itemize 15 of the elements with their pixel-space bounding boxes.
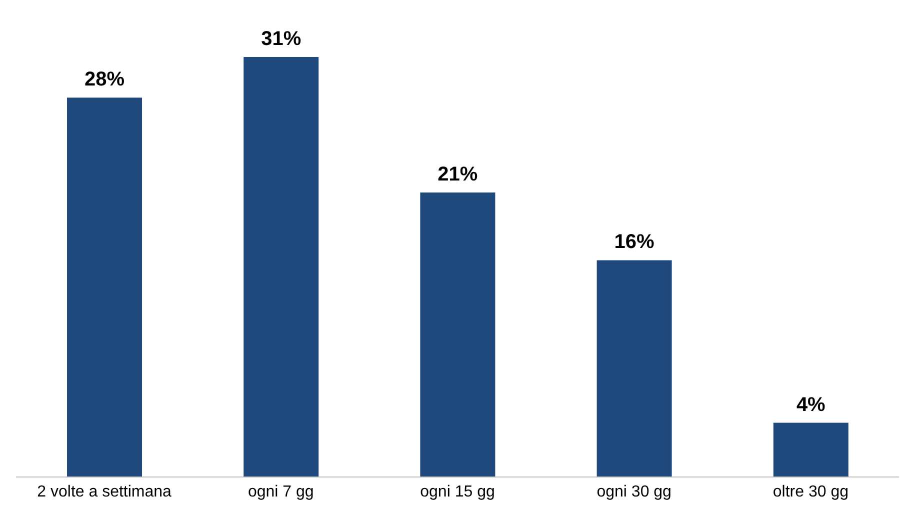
x-tick-label: ogni 7 gg bbox=[248, 483, 314, 500]
bar bbox=[773, 422, 848, 477]
data-label: 31% bbox=[261, 28, 302, 50]
x-tick-label: ogni 15 gg bbox=[420, 483, 495, 500]
data-label: 16% bbox=[614, 231, 655, 254]
x-tick-label: 2 volte a settimana bbox=[37, 483, 172, 500]
bar bbox=[420, 192, 496, 477]
bar bbox=[596, 260, 672, 477]
data-label: 28% bbox=[84, 68, 125, 91]
data-label: 4% bbox=[796, 394, 826, 416]
x-tick-label: oltre 30 gg bbox=[772, 483, 849, 500]
x-tick-label: ogni 30 gg bbox=[596, 483, 672, 500]
bar bbox=[244, 57, 319, 477]
bar bbox=[67, 98, 142, 477]
data-label: 21% bbox=[438, 163, 478, 186]
